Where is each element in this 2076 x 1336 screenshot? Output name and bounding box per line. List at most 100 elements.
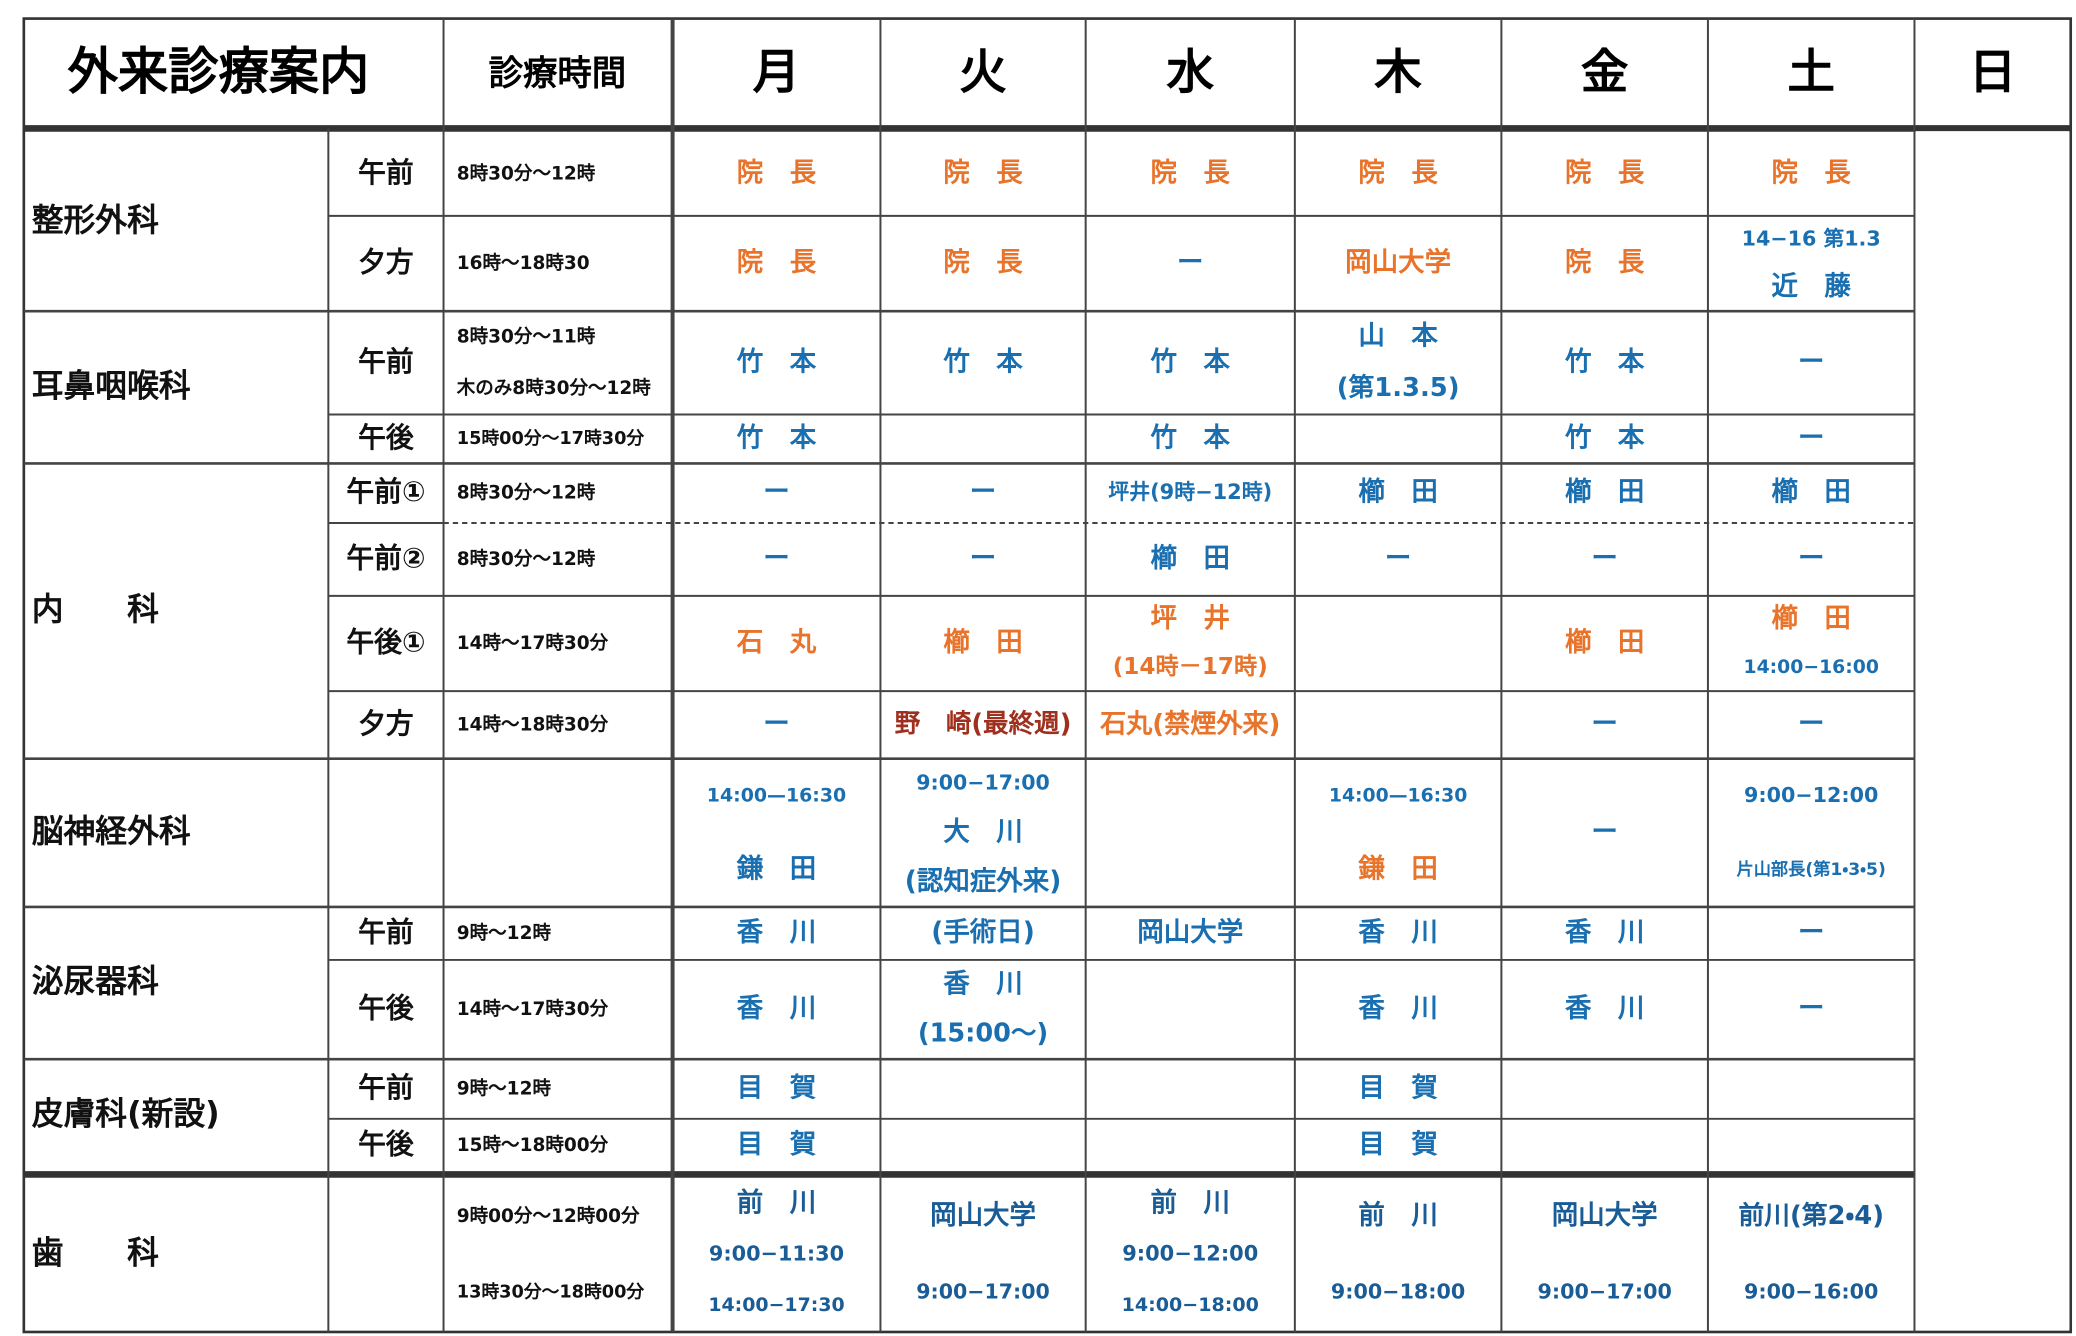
hours: 8時30分～12時 [457,164,596,185]
cell-text: 片山部長(第1・3・5) [1737,859,1886,880]
department-name: 歯 科 [32,1236,159,1272]
department-name: 皮膚科(新設) [32,1097,220,1133]
cell-text: ー [763,708,789,739]
session-label: 午前 [358,915,414,948]
cell-text: 前 川 [737,1187,816,1218]
session-label: 午前 [358,156,414,189]
cell-text: ー [1798,422,1824,453]
session-label: 午後 [358,992,415,1025]
cell-text: 櫛 田 [1565,627,1644,658]
cell-text: ー [1591,543,1617,574]
cell-text: 香 川 [1565,993,1644,1024]
cell-text: 竹 本 [1564,422,1645,453]
cell-text: ー [970,477,996,508]
cell-text: 竹 本 [942,346,1023,377]
session-label: 午前 [358,345,414,378]
department-name: 耳鼻咽喉科 [32,368,191,404]
cell-text: 香 川 [1358,917,1437,948]
cell-text: 石 丸 [736,627,817,658]
cell-text: 目 賀 [737,1129,817,1160]
day-label: 金 [1581,46,1629,101]
cell-text: 9:00−11:30 [709,1242,844,1266]
cell-text: 櫛 田 [1565,477,1644,508]
cell-text: ー [1798,543,1824,574]
hours: 9時～12時 [457,923,552,944]
cell-text: 院 長 [737,247,817,278]
hours: 9時～12時 [457,1079,552,1100]
cell-text: 院 長 [943,158,1023,189]
session-label: 午前① [346,475,425,508]
cell-text: (14時－17時) [1113,654,1268,680]
title: 外来診療案内 [67,42,370,101]
cell-text: 岡山大学 [1552,1200,1658,1231]
hours: 8時30分～12時 [457,483,596,504]
cell-text: (手術日) [931,917,1035,948]
cell-text: 岡山大学 [1345,247,1451,278]
hours: 8時30分～12時 [457,549,596,570]
time-header: 診療時間 [489,54,627,94]
cell-text: 櫛 田 [1151,543,1230,574]
hours: 9時00分～12時00分 [457,1206,640,1227]
cell-text: 大 川 [943,816,1022,847]
cell-text: 目 賀 [737,1073,817,1104]
hours: 14時～18時30分 [457,714,609,735]
cell-text: 院 長 [1772,158,1852,189]
cell-text: 竹 本 [736,346,817,377]
cell-text: 坪井(9時−12時) [1108,480,1272,504]
cell-text: 9:00−12:00 [1744,783,1878,807]
cell-text: ー [1798,708,1824,739]
cell-text: 竹 本 [736,422,817,453]
day-label: 木 [1374,46,1422,101]
cell-text: 9:00−12:00 [1122,1242,1258,1266]
cell-text: 香 川 [1358,993,1437,1024]
cell-text: 山 本 [1358,321,1438,352]
hours: 15時00分～17時30分 [457,428,645,449]
cell-text: ー [1591,708,1617,739]
cell-text: 9:00−17:00 [916,770,1050,794]
cell-text: 9:00−18:00 [1331,1280,1465,1304]
cell-text: ー [1798,993,1824,1024]
cell-text: 院 長 [737,158,817,189]
cell-text: ー [1385,543,1411,574]
cell-text: (第1.3.5) [1337,372,1460,403]
session-label: 午前 [358,1071,414,1104]
cell-text: 櫛 田 [1772,603,1851,634]
session-label: 午後 [358,1127,415,1160]
cell-text: 櫛 田 [943,627,1022,658]
cell-text: (認知症外来) [905,866,1062,897]
cell-text: 鎌 田 [736,853,816,884]
session-label: 午前② [346,541,425,574]
day-label: 月 [753,46,801,101]
cell-text: 9:00−17:00 [916,1280,1050,1304]
department-name: 内 科 [32,592,159,628]
cell-text: 香 川 [737,917,816,948]
cell-text: 岡山大学 [1137,917,1243,948]
session-label: 夕方 [358,707,414,740]
day-label: 水 [1165,46,1214,101]
cell-text: 坪 井 [1151,603,1230,634]
cell-text: 香 川 [1565,917,1644,948]
department-name: 脳神経外科 [32,814,191,850]
cell-text: 竹 本 [1150,422,1231,453]
cell-text: 近 藤 [1772,271,1852,302]
cell-text: 竹 本 [1150,346,1231,377]
cell-text: 院 長 [1565,158,1645,189]
hours: 15時～18時00分 [457,1135,609,1156]
outer-border [22,17,2073,1334]
cell-text: 14−16 第1.3 [1742,227,1881,251]
department-name: 泌尿器科 [32,964,159,1000]
cell-text: 14:00—16:30 [707,784,846,806]
hours: 16時～18時30 [457,253,590,274]
cell-text: 14:00—16:30 [1329,785,1467,806]
cell-text: 鎌 田 [1357,853,1437,884]
cell-text: ー [763,543,789,574]
cell-text: ー [970,543,996,574]
day-label: 火 [959,46,1007,101]
cell-text: ー [1591,816,1617,847]
cell-text: 院 長 [1151,158,1231,189]
cell-text: ー [1798,346,1824,377]
sunday-column [1915,131,2070,1330]
cell-text: 前 川 [1358,1200,1437,1231]
cell-text: ー [1177,247,1203,278]
